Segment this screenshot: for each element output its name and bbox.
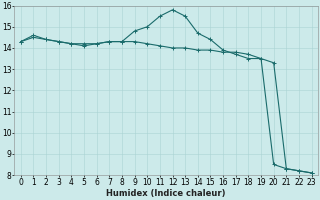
X-axis label: Humidex (Indice chaleur): Humidex (Indice chaleur) [107,189,226,198]
